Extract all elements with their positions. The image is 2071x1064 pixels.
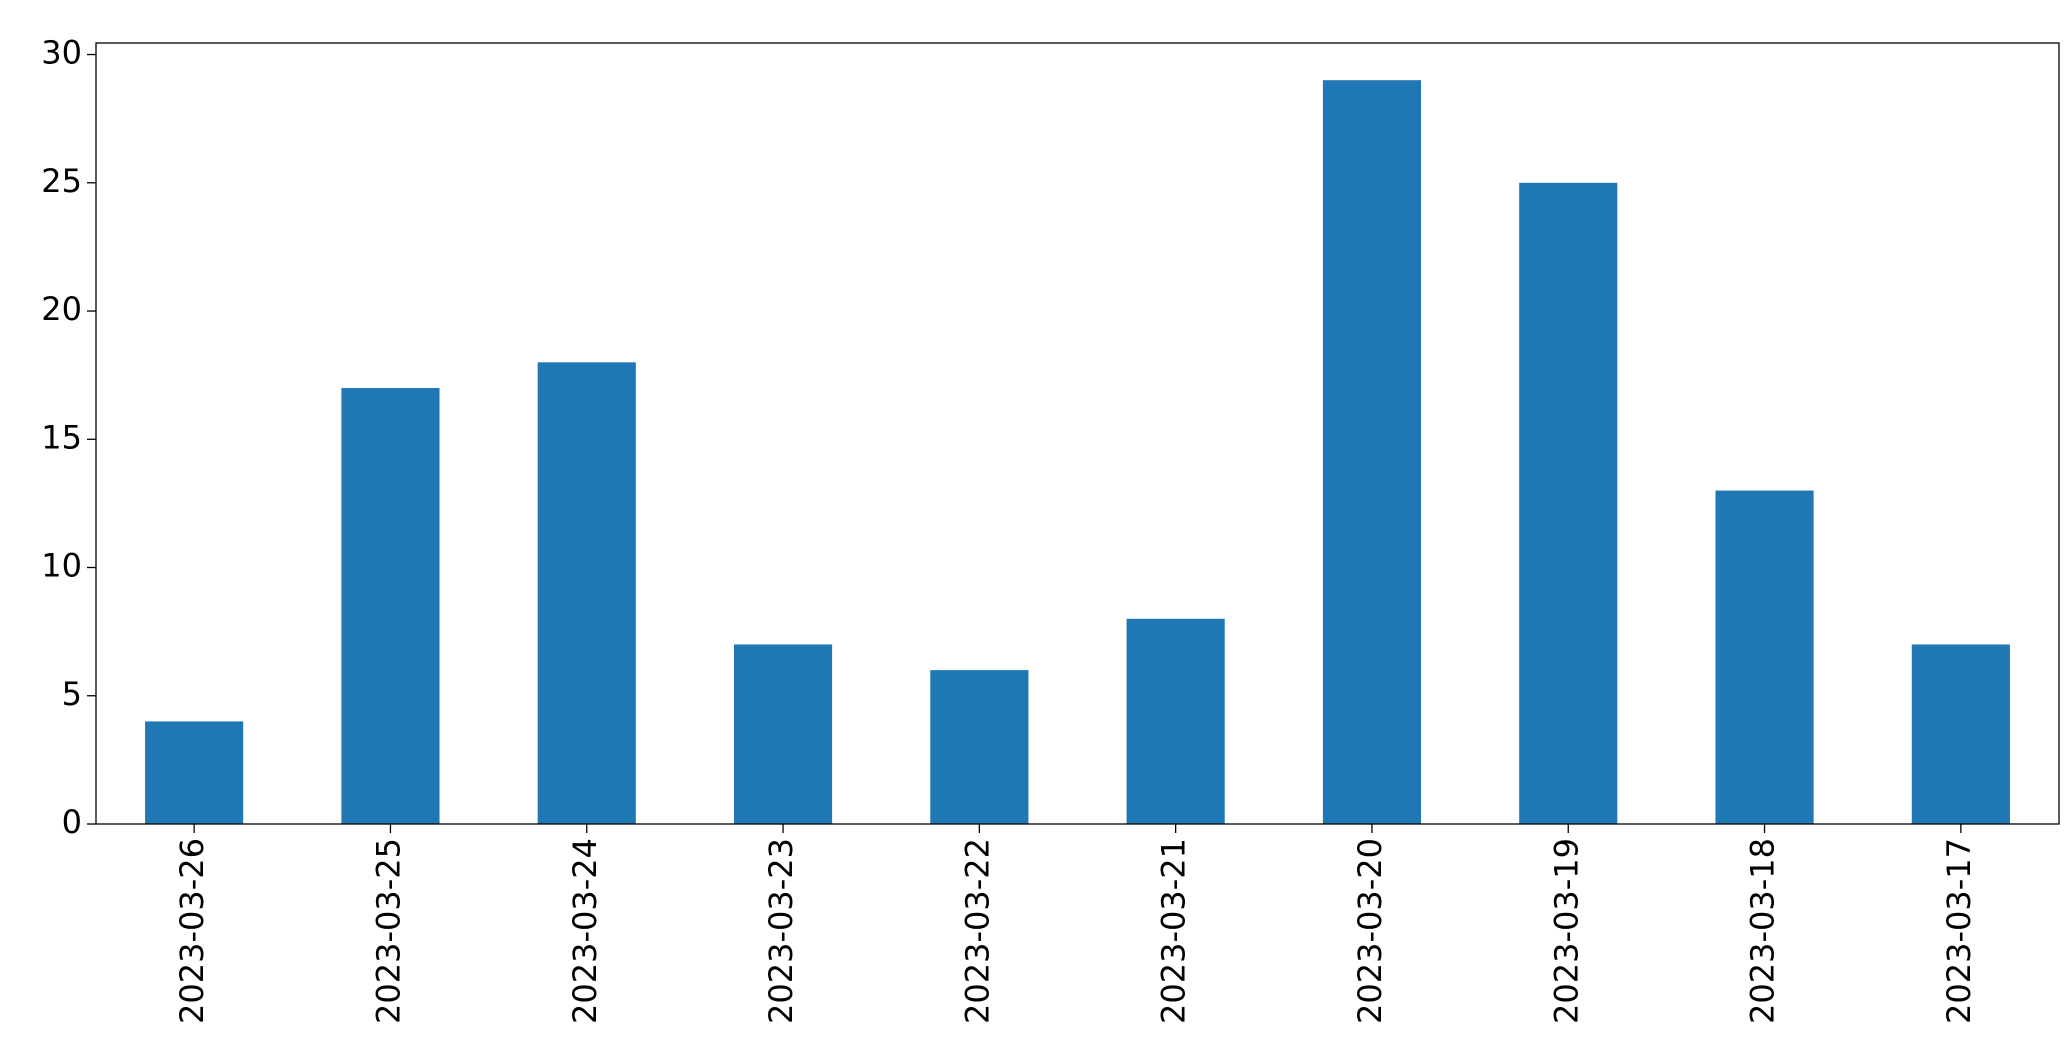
bar (930, 670, 1029, 824)
bar (341, 387, 440, 824)
y-tick-label: 10 (41, 547, 82, 585)
bar (1715, 490, 1814, 824)
x-tick-label: 2023-03-21 (1155, 838, 1193, 1024)
bar (1126, 618, 1225, 824)
x-tick-label: 2023-03-20 (1351, 838, 1389, 1024)
bar (1911, 644, 2010, 824)
bar (537, 362, 636, 824)
x-tick-label: 2023-03-18 (1744, 838, 1782, 1024)
bar (733, 644, 833, 824)
y-tick-label: 30 (41, 34, 82, 72)
x-tick-label: 2023-03-22 (958, 838, 996, 1024)
bar (1519, 182, 1618, 824)
y-tick-label: 25 (41, 162, 82, 200)
x-tick-label: 2023-03-26 (173, 838, 211, 1024)
x-tick-label: 2023-03-25 (369, 838, 407, 1024)
y-tick-label: 15 (41, 418, 82, 456)
x-tick-label: 2023-03-19 (1547, 838, 1585, 1024)
plot-frame (95, 42, 2060, 825)
y-tick-label: 5 (62, 675, 82, 713)
x-tick-label: 2023-03-17 (1940, 838, 1978, 1024)
y-tick-label: 0 (62, 803, 82, 841)
bar (1322, 80, 1422, 824)
x-tick-label: 2023-03-23 (762, 838, 800, 1024)
y-tick-label: 20 (41, 290, 82, 328)
bar (145, 721, 244, 824)
x-tick-label: 2023-03-24 (566, 838, 604, 1024)
